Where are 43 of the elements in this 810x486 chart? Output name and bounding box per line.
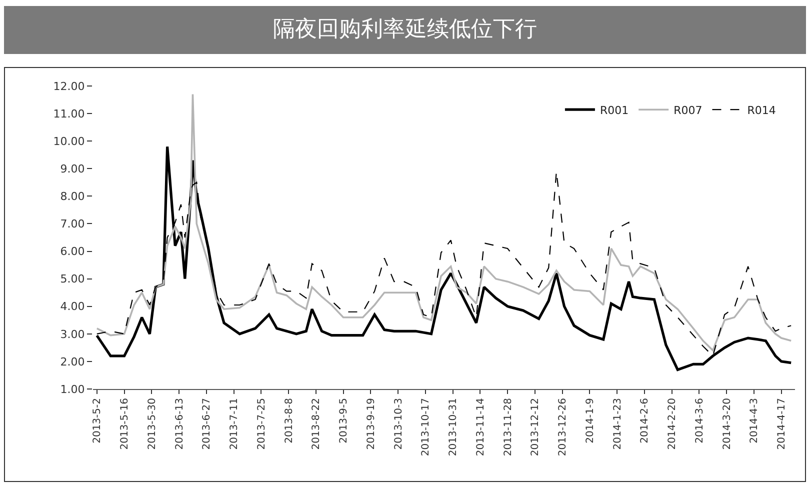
x-tick-label: 2013-12-12 (530, 398, 542, 456)
x-tick-label: 2014-1-23 (612, 398, 624, 450)
y-tick-label: 4.00 (60, 300, 85, 314)
x-tick-label: 2013-10-31 (448, 398, 460, 456)
x-tick-label: 2013-12-26 (558, 398, 569, 456)
legend-label: R007 (674, 104, 702, 117)
legend-label: R014 (747, 104, 776, 117)
y-tick-label: 9.00 (60, 162, 85, 176)
x-tick-label: 2014-3-20 (722, 398, 733, 450)
x-tick-label: 2014-1-9 (584, 398, 596, 444)
y-tick-label: 5.00 (60, 272, 85, 286)
x-tick-label: 2013-7-11 (229, 398, 240, 450)
x-tick-label: 2014-3-6 (694, 398, 706, 444)
x-tick-label: 2013-5-2 (92, 398, 104, 444)
x-tick-label: 2013-8-8 (284, 398, 295, 444)
y-tick-label: 10.00 (53, 134, 85, 148)
x-tick-label: 2014-2-20 (667, 398, 678, 450)
x-tick-label: 2013-11-14 (475, 398, 486, 456)
chart-title: 隔夜回购利率延续低位下行 (4, 6, 806, 54)
x-tick-label: 2013-9-5 (338, 398, 350, 444)
x-tick-label: 2014-4-3 (749, 398, 760, 444)
y-tick-label: 1.00 (60, 382, 85, 396)
x-tick-label: 2013-7-25 (256, 398, 268, 450)
x-tick-label: 2013-8-22 (311, 398, 322, 450)
line-series (96, 93, 792, 352)
x-tick-label: 2013-11-28 (502, 398, 514, 456)
x-tick-label: 2014-2-6 (640, 398, 651, 444)
y-tick-label: 12.00 (53, 80, 85, 93)
x-tick-label: 2013-5-16 (120, 398, 131, 450)
y-tick-label: 3.00 (60, 328, 85, 341)
legend-label: R001 (600, 104, 629, 117)
x-tick-label: 2013-10-17 (420, 398, 432, 456)
x-tick-label: 2013-9-19 (366, 398, 377, 450)
y-tick-label: 7.00 (60, 218, 85, 231)
y-tick-label: 6.00 (60, 245, 85, 258)
x-tick-label: 2013-5-30 (146, 398, 158, 450)
x-tick-label: 2013-6-13 (174, 398, 186, 450)
x-tick-label: 2013-10-3 (393, 398, 404, 450)
y-tick-label: 11.00 (53, 107, 85, 120)
x-tick-label: 2013-6-27 (202, 398, 213, 450)
y-tick-label: 8.00 (60, 190, 85, 204)
y-tick-label: 2.00 (60, 355, 85, 368)
x-tick-label: 2014-4-17 (776, 398, 788, 450)
